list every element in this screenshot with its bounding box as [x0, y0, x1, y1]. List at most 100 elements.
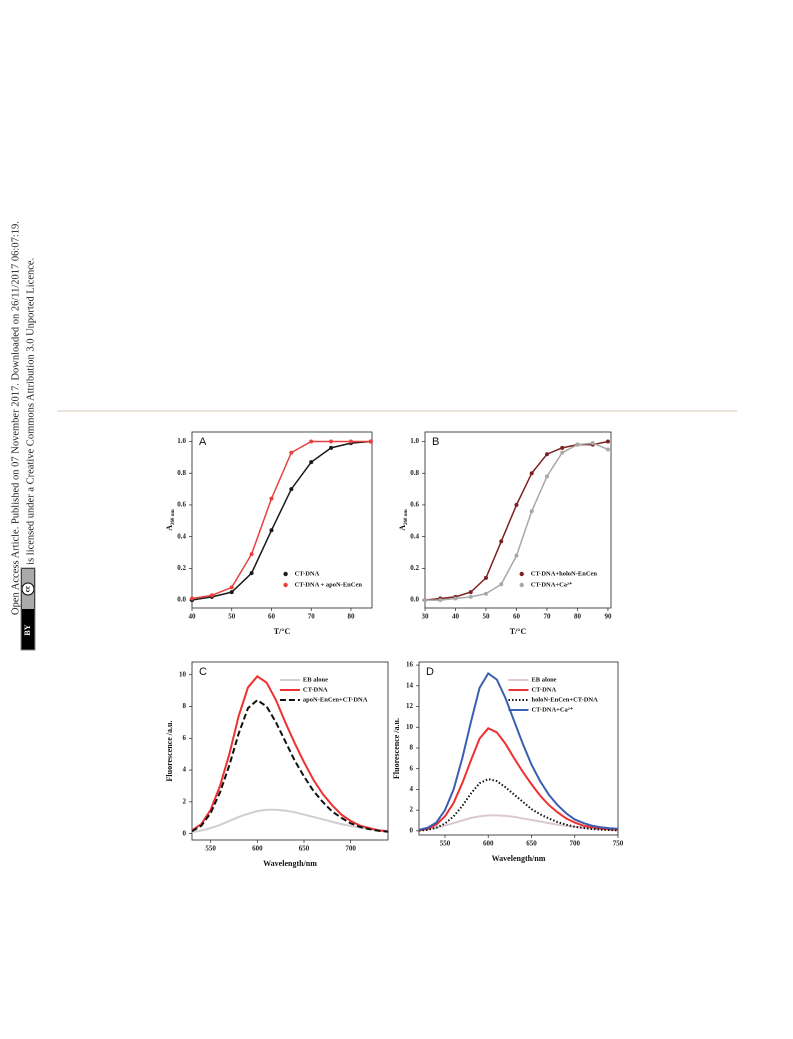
data-point — [453, 596, 458, 601]
y-tick-label: 0.8 — [410, 469, 419, 477]
x-axis-label: T/°C — [274, 627, 291, 636]
series-line — [191, 698, 389, 833]
badge-by: BY — [23, 624, 32, 635]
x-tick-label: 70 — [543, 613, 551, 621]
x-tick-label: 40 — [189, 613, 197, 621]
data-point — [209, 593, 214, 598]
legend-label: CT-DNA+holoN-EnCen — [531, 570, 598, 577]
y-axis-label: Fluorescence /a.u. — [165, 721, 174, 782]
legend-label: CT-DNA + apoN-EnCen — [295, 581, 363, 588]
y-tick-label: 0.4 — [177, 532, 186, 540]
badge-cc: cc — [24, 586, 32, 592]
series-line — [191, 440, 371, 600]
data-point — [605, 447, 610, 452]
data-point — [309, 460, 314, 465]
data-point — [229, 585, 234, 590]
data-point — [348, 439, 353, 444]
y-tick-label: 4 — [410, 785, 414, 793]
panel-label: B — [432, 436, 439, 448]
series-line — [191, 674, 389, 833]
y-tick-label: 12 — [406, 702, 414, 710]
x-tick-label: 50 — [228, 613, 236, 621]
data-point — [289, 450, 294, 455]
x-tick-label: 60 — [268, 613, 276, 621]
data-point — [309, 439, 314, 444]
legend-label: CT-DNA+Ca²⁺ — [531, 706, 573, 713]
data-point — [368, 439, 373, 444]
legend-label: CT-DNA — [295, 570, 320, 577]
y-tick-label: 0.8 — [177, 469, 186, 477]
y-axis-label: A260 nm — [165, 508, 176, 530]
y-tick-label: 0.2 — [177, 564, 186, 572]
y-tick-label: 8 — [183, 702, 187, 710]
data-point — [438, 598, 443, 603]
y-axis-label-sub: 260 nm — [404, 508, 409, 525]
y-tick-label: 0 — [410, 826, 414, 834]
data-point — [229, 590, 234, 595]
legend-label: apoN-EnCen+CT-DNA — [303, 696, 368, 703]
y-tick-label: 1.0 — [410, 437, 419, 445]
y-axis-label: A260 nm — [398, 508, 409, 530]
data-point — [269, 528, 274, 533]
panel-label: A — [199, 436, 207, 448]
data-point — [514, 502, 519, 507]
data-point — [423, 598, 427, 603]
data-point — [468, 590, 473, 595]
access-note: Open Access Article. Published on 07 Nov… — [10, 221, 21, 615]
data-point — [590, 441, 595, 446]
y-tick-label: 10 — [406, 723, 414, 731]
data-point — [499, 582, 504, 587]
y-tick-label: 0.0 — [177, 596, 186, 604]
y-axis-label-main: Fluorescence /a.u. — [392, 718, 401, 779]
legend-marker — [283, 582, 288, 588]
legend-label: CT-DNA — [303, 686, 328, 693]
y-axis-label: Fluorescence /a.u. — [392, 718, 401, 779]
y-tick-label: 4 — [183, 766, 187, 774]
legend-label: EB alone — [531, 676, 556, 683]
data-point — [560, 450, 565, 455]
y-tick-label: 16 — [406, 661, 414, 669]
x-tick-label: 600 — [252, 845, 263, 853]
series-line — [191, 440, 371, 601]
legend-label: EB alone — [303, 676, 328, 683]
y-tick-label: 2 — [183, 797, 187, 805]
x-tick-label: 650 — [526, 840, 537, 848]
legend-marker — [283, 571, 288, 577]
x-tick-label: 40 — [452, 613, 460, 621]
data-point — [329, 439, 334, 444]
data-point — [499, 539, 504, 544]
x-tick-label: 700 — [569, 840, 580, 848]
data-point — [468, 594, 473, 599]
y-axis-label-main: A — [165, 525, 174, 531]
data-point — [514, 553, 519, 558]
series-line — [191, 808, 389, 834]
data-point — [483, 575, 488, 580]
plot-frame — [191, 431, 373, 609]
x-tick-label: 70 — [308, 613, 316, 621]
x-tick-label: 50 — [482, 613, 490, 621]
x-tick-label: 550 — [205, 845, 216, 853]
data-point — [249, 571, 254, 576]
data-point — [529, 471, 534, 476]
data-point — [575, 442, 580, 447]
license-note: This article is licensed under a Creativ… — [25, 258, 36, 615]
x-axis-label: T/°C — [510, 627, 527, 636]
x-tick-label: 550 — [440, 840, 451, 848]
data-point — [560, 445, 565, 450]
x-tick-label: 80 — [347, 613, 355, 621]
data-point — [544, 474, 549, 479]
data-point — [249, 552, 254, 557]
y-tick-label: 0 — [183, 829, 187, 837]
panel-label: C — [199, 666, 207, 678]
data-point — [544, 452, 549, 457]
plot-frame — [424, 431, 612, 609]
y-axis-label-main: Fluorescence /a.u. — [165, 721, 174, 782]
panel-label: D — [426, 666, 434, 678]
data-point — [190, 596, 194, 601]
plot-frame — [418, 661, 619, 836]
legend-label: CT-DNA — [531, 686, 556, 693]
data-point — [269, 496, 274, 501]
y-tick-label: 10 — [179, 670, 187, 678]
y-tick-label: 6 — [410, 764, 414, 772]
y-tick-label: 0.4 — [410, 532, 419, 540]
